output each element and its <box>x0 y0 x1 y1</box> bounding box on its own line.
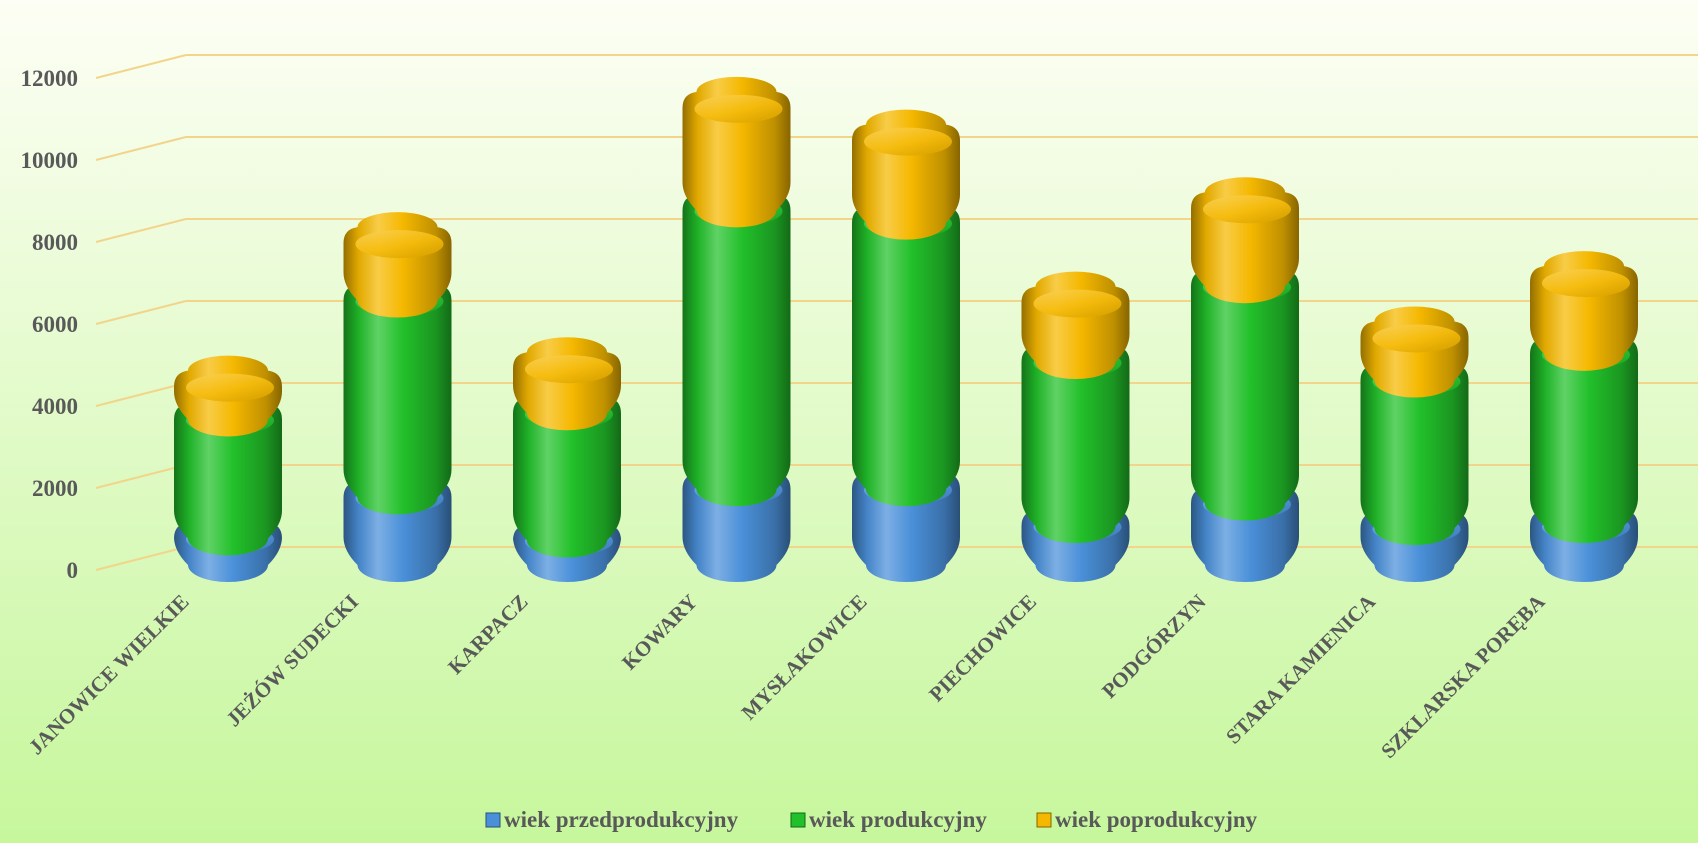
bar-segment-body <box>682 179 791 507</box>
bar-segment <box>1530 251 1638 371</box>
bar-stack <box>682 76 791 582</box>
gridline-diagonal <box>95 382 187 407</box>
y-tick-label: 0 <box>67 558 79 583</box>
bar-segment <box>343 212 452 318</box>
y-tick-label: 6000 <box>32 312 78 337</box>
bar-stack <box>1191 177 1299 582</box>
bar-segment <box>1021 271 1130 380</box>
bar-stack <box>1021 271 1130 582</box>
bar-segment-top <box>186 373 274 402</box>
gridline-diagonal <box>95 218 187 243</box>
bar-segment-top <box>694 94 783 123</box>
bar-segment-body <box>1530 251 1638 371</box>
bar-stack <box>1530 251 1638 582</box>
bar-segment-body <box>1191 255 1299 521</box>
bar-segment <box>174 355 282 437</box>
y-axis: 0 2000 4000 6000 8000 10000 12000 <box>21 66 79 583</box>
bar-segment-top <box>1033 289 1122 318</box>
bar-segment <box>682 76 791 228</box>
bar-segment-body <box>1021 271 1130 380</box>
legend-label: wiek przedprodukcyjny <box>504 807 739 832</box>
bar-segment-top <box>864 127 952 156</box>
legend-swatch <box>790 812 806 828</box>
bar-segment <box>1360 306 1469 398</box>
legend-item: wiek produkcyjny <box>790 807 987 832</box>
y-tick-label: 4000 <box>32 394 78 419</box>
bar-segment <box>852 109 960 240</box>
legend-label: wiek produkcyjny <box>809 807 987 832</box>
gridline-diagonal <box>95 546 187 571</box>
legend-swatch <box>485 812 501 828</box>
bar-segment-body <box>343 212 452 318</box>
bar-segment-top <box>1542 269 1630 298</box>
legend-item: wiek poprodukcyjny <box>1036 807 1258 832</box>
bar-stack <box>343 212 452 582</box>
bar-segment-body <box>513 337 621 431</box>
bar-stack <box>1360 306 1469 582</box>
bar-segment-body <box>1360 349 1469 546</box>
gridline-diagonal <box>95 300 187 325</box>
y-tick-label: 8000 <box>32 230 78 255</box>
bar-segment-top <box>1203 195 1291 224</box>
bar-segment-body <box>852 191 960 507</box>
y-tick-label: 2000 <box>32 476 78 501</box>
bar-stack <box>852 109 960 582</box>
bar-stack <box>174 355 282 582</box>
gridline-diagonal <box>95 464 187 489</box>
bar-segment-top <box>355 230 444 259</box>
legend-item: wiek przedprodukcyjny <box>485 807 739 832</box>
bar-segment <box>1191 177 1299 304</box>
gridline-diagonal <box>95 136 187 161</box>
legend-swatch <box>1036 812 1052 828</box>
bar-segment <box>513 337 621 431</box>
bar-segment <box>682 179 791 507</box>
legend-label: wiek poprodukcyjny <box>1055 807 1258 832</box>
bars <box>174 76 1638 582</box>
y-tick-label: 10000 <box>21 148 79 173</box>
bar-stack <box>513 337 621 582</box>
bar-segment-body <box>343 269 452 515</box>
bar-segment-top <box>525 355 613 384</box>
bar-segment-top <box>1372 324 1461 353</box>
bar-segment-body <box>513 382 621 558</box>
legend: wiek przedprodukcyjny wiek produkcyjny wie… <box>485 807 1258 832</box>
bar-segment-body <box>1021 331 1130 544</box>
bar-segment-body <box>1530 322 1638 544</box>
gridline-diagonal <box>95 54 187 79</box>
y-tick-label: 12000 <box>21 66 79 91</box>
